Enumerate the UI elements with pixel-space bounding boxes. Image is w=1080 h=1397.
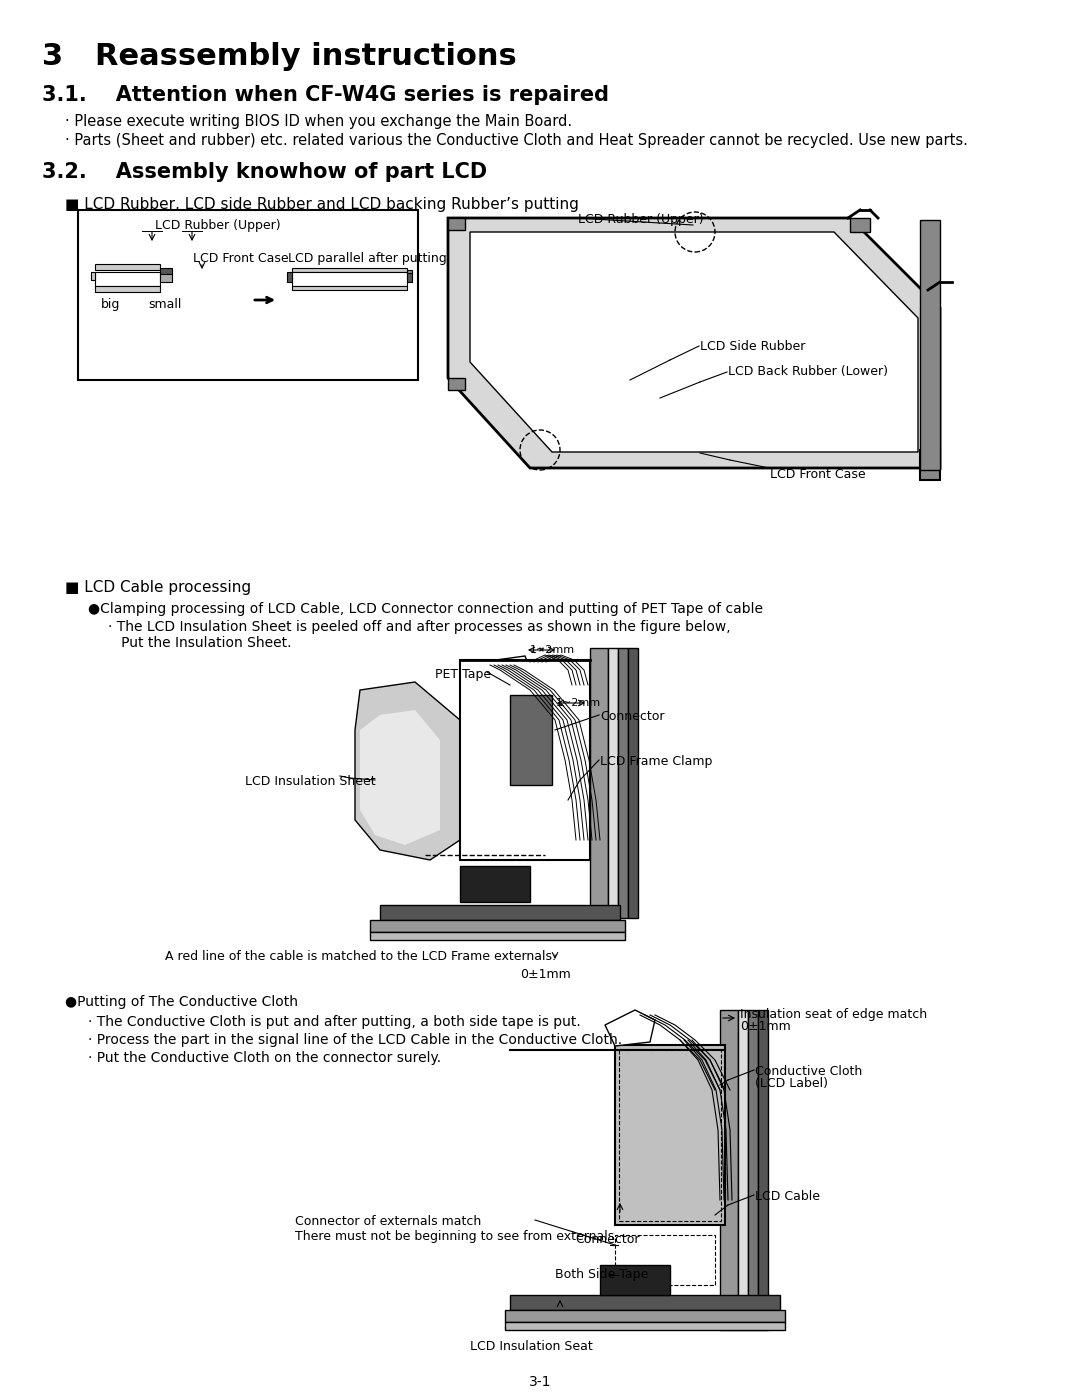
Bar bbox=[758, 1010, 768, 1330]
Bar bbox=[160, 274, 172, 282]
Text: 1~2mm: 1~2mm bbox=[530, 645, 576, 655]
Polygon shape bbox=[448, 218, 940, 468]
Polygon shape bbox=[448, 379, 465, 390]
Bar bbox=[370, 921, 625, 932]
Text: Both Side Tape: Both Side Tape bbox=[555, 1268, 648, 1281]
Text: (LCD Label): (LCD Label) bbox=[755, 1077, 828, 1090]
Bar bbox=[618, 648, 627, 918]
Text: PET Tape: PET Tape bbox=[435, 668, 491, 680]
Bar bbox=[78, 210, 418, 380]
Text: small: small bbox=[148, 298, 181, 312]
Polygon shape bbox=[448, 218, 465, 231]
Bar bbox=[619, 1049, 721, 1221]
Text: 3   Reassembly instructions: 3 Reassembly instructions bbox=[42, 42, 516, 71]
Polygon shape bbox=[355, 682, 460, 861]
Text: 3.2.    Assembly knowhow of part LCD: 3.2. Assembly knowhow of part LCD bbox=[42, 162, 487, 182]
Text: LCD Frame Clamp: LCD Frame Clamp bbox=[600, 754, 713, 768]
Bar bbox=[370, 932, 625, 940]
Bar bbox=[627, 648, 638, 918]
Text: There must not be beginning to see from externals.: There must not be beginning to see from … bbox=[295, 1229, 618, 1243]
Bar bbox=[505, 1322, 785, 1330]
Text: 3-1: 3-1 bbox=[529, 1375, 551, 1389]
Text: 0±1mm: 0±1mm bbox=[740, 1020, 791, 1032]
Bar bbox=[292, 272, 407, 286]
Bar bbox=[608, 648, 618, 918]
Text: ●Clamping processing of LCD Cable, LCD Connector connection and putting of PET T: ●Clamping processing of LCD Cable, LCD C… bbox=[87, 602, 762, 616]
Text: LCD Insulation Seat: LCD Insulation Seat bbox=[470, 1340, 593, 1354]
Text: LCD Back Rubber (Lower): LCD Back Rubber (Lower) bbox=[728, 365, 888, 379]
Bar bbox=[95, 272, 160, 286]
Text: big: big bbox=[102, 298, 120, 312]
Text: · Parts (Sheet and rubber) etc. related various the Conductive Cloth and Heat Sp: · Parts (Sheet and rubber) etc. related … bbox=[65, 133, 968, 148]
Text: Connector of externals match: Connector of externals match bbox=[295, 1215, 482, 1228]
Bar bbox=[95, 264, 160, 270]
Text: · Please execute writing BIOS ID when you exchange the Main Board.: · Please execute writing BIOS ID when yo… bbox=[65, 115, 572, 129]
Text: ●Putting of The Conductive Cloth: ●Putting of The Conductive Cloth bbox=[65, 995, 298, 1009]
Text: Conductive Cloth: Conductive Cloth bbox=[755, 1065, 862, 1078]
Bar bbox=[95, 286, 160, 292]
Text: 0±1mm: 0±1mm bbox=[519, 968, 570, 981]
Text: LCD Front Case: LCD Front Case bbox=[770, 468, 866, 481]
Text: Connector: Connector bbox=[600, 710, 664, 724]
Bar bbox=[91, 272, 95, 279]
Text: ■ LCD Cable processing: ■ LCD Cable processing bbox=[65, 580, 252, 595]
Text: 1~2mm: 1~2mm bbox=[556, 698, 602, 708]
Bar bbox=[292, 286, 407, 291]
Text: · Process the part in the signal line of the LCD Cable in the Conductive Cloth.: · Process the part in the signal line of… bbox=[87, 1032, 622, 1046]
Text: LCD Rubber (Upper): LCD Rubber (Upper) bbox=[578, 212, 704, 226]
Polygon shape bbox=[920, 450, 940, 481]
Polygon shape bbox=[470, 232, 918, 453]
Bar bbox=[380, 905, 620, 921]
Bar bbox=[748, 1010, 758, 1330]
Text: Put the Insulation Sheet.: Put the Insulation Sheet. bbox=[108, 636, 292, 650]
Polygon shape bbox=[605, 1010, 654, 1046]
Bar bbox=[510, 694, 552, 785]
Text: LCD Cable: LCD Cable bbox=[755, 1190, 820, 1203]
Bar bbox=[460, 659, 590, 861]
Text: LCD Insulation Sheet: LCD Insulation Sheet bbox=[245, 775, 376, 788]
Bar bbox=[160, 268, 172, 274]
Text: LCD Rubber (Upper): LCD Rubber (Upper) bbox=[156, 219, 281, 232]
Bar bbox=[590, 648, 608, 918]
Text: · Put the Conductive Cloth on the connector surely.: · Put the Conductive Cloth on the connec… bbox=[87, 1051, 441, 1065]
Text: · The LCD Insulation Sheet is peeled off and after processes as shown in the fig: · The LCD Insulation Sheet is peeled off… bbox=[108, 620, 731, 634]
Text: Connector: Connector bbox=[575, 1234, 639, 1246]
Bar bbox=[615, 1235, 715, 1285]
Text: · The Conductive Cloth is put and after putting, a both side tape is put.: · The Conductive Cloth is put and after … bbox=[87, 1016, 581, 1030]
Text: Insulation seat of edge match: Insulation seat of edge match bbox=[740, 1009, 927, 1021]
Bar bbox=[505, 1310, 785, 1322]
Text: A red line of the cable is matched to the LCD Frame externals.: A red line of the cable is matched to th… bbox=[165, 950, 556, 963]
Bar bbox=[615, 1045, 725, 1225]
Text: LCD Front Case: LCD Front Case bbox=[193, 251, 288, 265]
Polygon shape bbox=[850, 218, 870, 232]
Bar bbox=[292, 268, 407, 272]
Bar bbox=[287, 272, 292, 282]
Polygon shape bbox=[360, 710, 440, 845]
Bar bbox=[720, 1010, 738, 1330]
Bar bbox=[510, 1295, 780, 1310]
Polygon shape bbox=[496, 657, 535, 690]
Bar bbox=[460, 866, 530, 902]
Bar bbox=[407, 270, 411, 272]
Bar bbox=[920, 219, 940, 469]
Text: LCD Side Rubber: LCD Side Rubber bbox=[700, 339, 806, 353]
Bar bbox=[407, 272, 411, 282]
Bar bbox=[600, 1266, 670, 1295]
Bar bbox=[738, 1010, 748, 1330]
Text: LCD parallel after putting: LCD parallel after putting bbox=[288, 251, 447, 265]
Text: ■ LCD Rubber, LCD side Rubber and LCD backing Rubber’s putting: ■ LCD Rubber, LCD side Rubber and LCD ba… bbox=[65, 197, 579, 212]
Text: 3.1.    Attention when CF-W4G series is repaired: 3.1. Attention when CF-W4G series is rep… bbox=[42, 85, 609, 105]
